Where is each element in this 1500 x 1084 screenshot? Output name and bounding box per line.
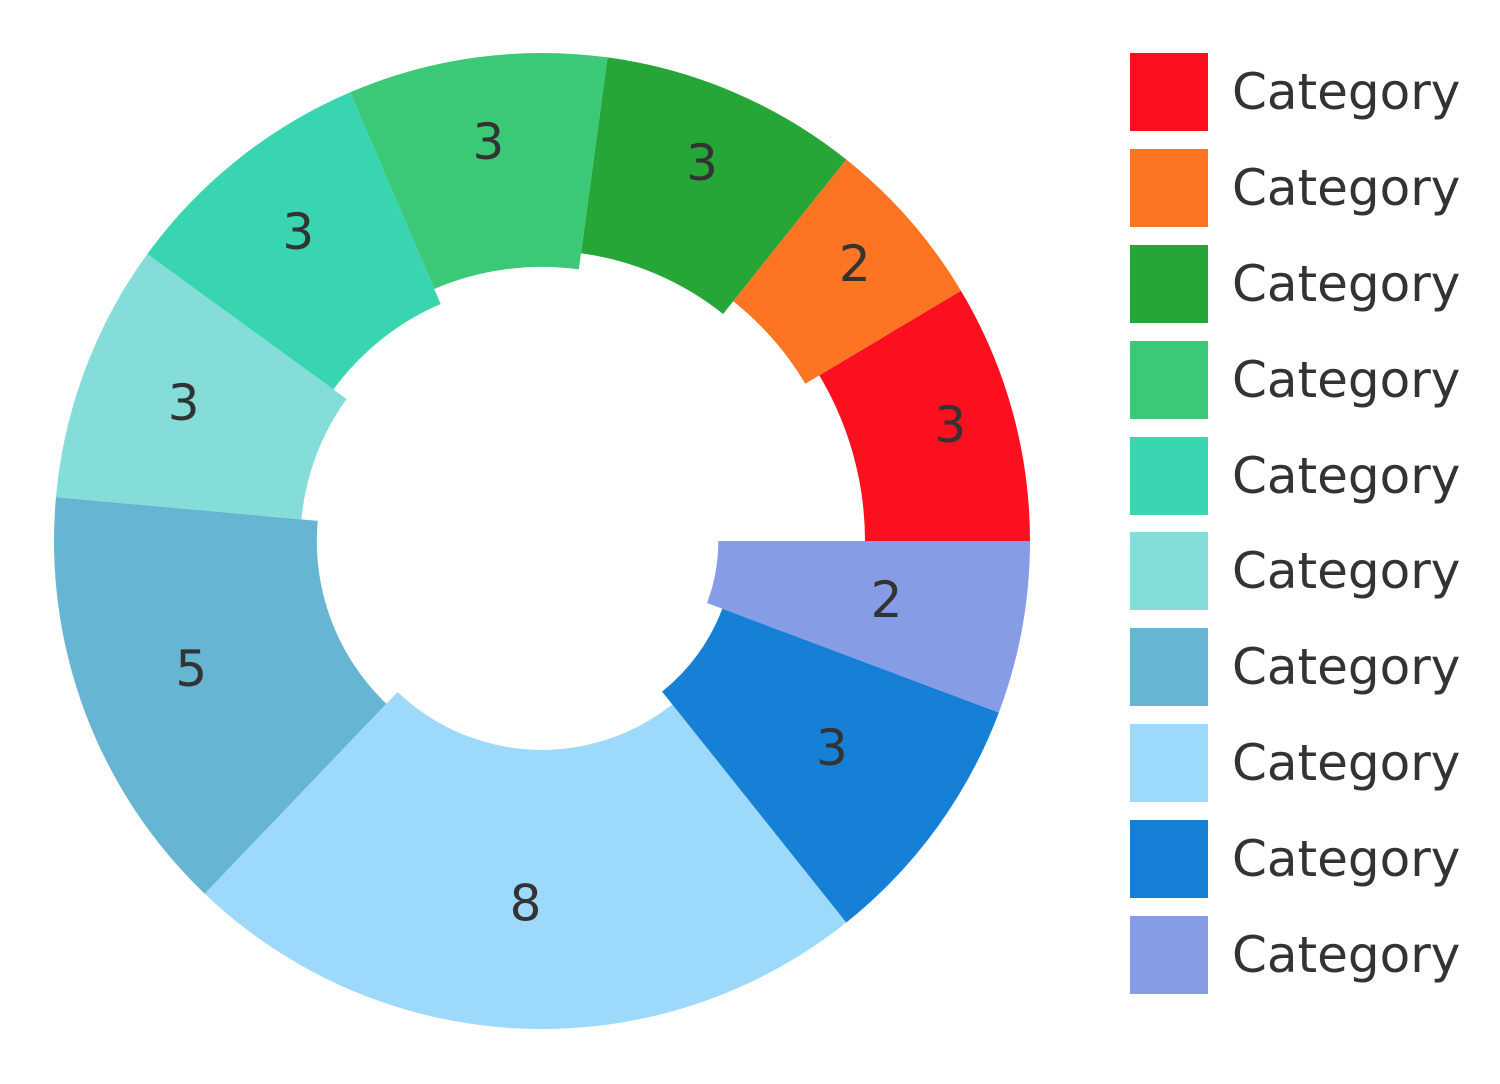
legend-item-3: Category: [1130, 244, 1470, 323]
donut-slice-3: [580, 57, 847, 314]
legend-item-8: Category: [1130, 724, 1470, 803]
legend-label: Category: [1232, 446, 1461, 505]
slice-value-label-2: 2: [839, 235, 871, 293]
legend-swatch: [1130, 436, 1208, 515]
legend-swatch: [1130, 724, 1208, 803]
legend-item-7: Category: [1130, 628, 1470, 707]
legend-item-6: Category: [1130, 532, 1470, 611]
slice-value-label-1: 3: [934, 396, 966, 454]
legend-label: Category: [1232, 542, 1461, 601]
legend-label: Category: [1232, 158, 1461, 217]
legend-label: Category: [1232, 734, 1461, 793]
legend-label: Category: [1232, 830, 1461, 889]
donut-slice-8: [204, 691, 847, 1029]
legend-item-10: Category: [1130, 916, 1470, 995]
legend-swatch: [1130, 820, 1208, 899]
slice-value-label-3: 3: [686, 134, 718, 192]
legend-swatch: [1130, 532, 1208, 611]
legend-swatch: [1130, 628, 1208, 707]
legend-swatch: [1130, 916, 1208, 995]
donut-slice-10: [707, 541, 1030, 713]
chart-legend: Category Category Category Category Category…: [1130, 53, 1470, 1012]
slice-value-label-9: 3: [816, 719, 848, 777]
legend-swatch: [1130, 53, 1208, 131]
legend-item-4: Category: [1130, 340, 1470, 419]
legend-label: Category: [1232, 926, 1461, 985]
legend-label: Category: [1232, 254, 1461, 313]
legend-item-9: Category: [1130, 820, 1470, 899]
slice-value-label-8: 8: [510, 875, 542, 933]
donut-slice-1: [819, 290, 1030, 541]
legend-item-2: Category: [1130, 148, 1470, 227]
slice-value-label-6: 3: [168, 374, 200, 432]
donut-slices: [54, 52, 1030, 1029]
legend-label: Category: [1232, 63, 1461, 121]
legend-item-5: Category: [1130, 436, 1470, 515]
donut-value-labels: 3 2 3 3 3 3 5 8 3 2: [168, 113, 966, 933]
legend-item-1: Category: [1130, 53, 1470, 131]
donut-slice-5: [147, 92, 441, 390]
legend-swatch: [1130, 244, 1208, 323]
slice-value-label-4: 3: [473, 113, 505, 171]
donut-slice-9: [662, 608, 999, 923]
donut-slice-2: [733, 159, 961, 384]
slice-value-label-7: 5: [175, 640, 207, 698]
legend-label: Category: [1232, 350, 1461, 409]
slice-value-label-5: 3: [282, 203, 314, 261]
slice-value-label-10: 2: [871, 571, 903, 629]
legend-label: Category: [1232, 638, 1461, 697]
donut-slice-6: [55, 254, 347, 520]
legend-swatch: [1130, 340, 1208, 419]
legend-swatch: [1130, 148, 1208, 227]
donut-slice-4: [350, 52, 608, 289]
donut-slice-7: [54, 497, 387, 894]
